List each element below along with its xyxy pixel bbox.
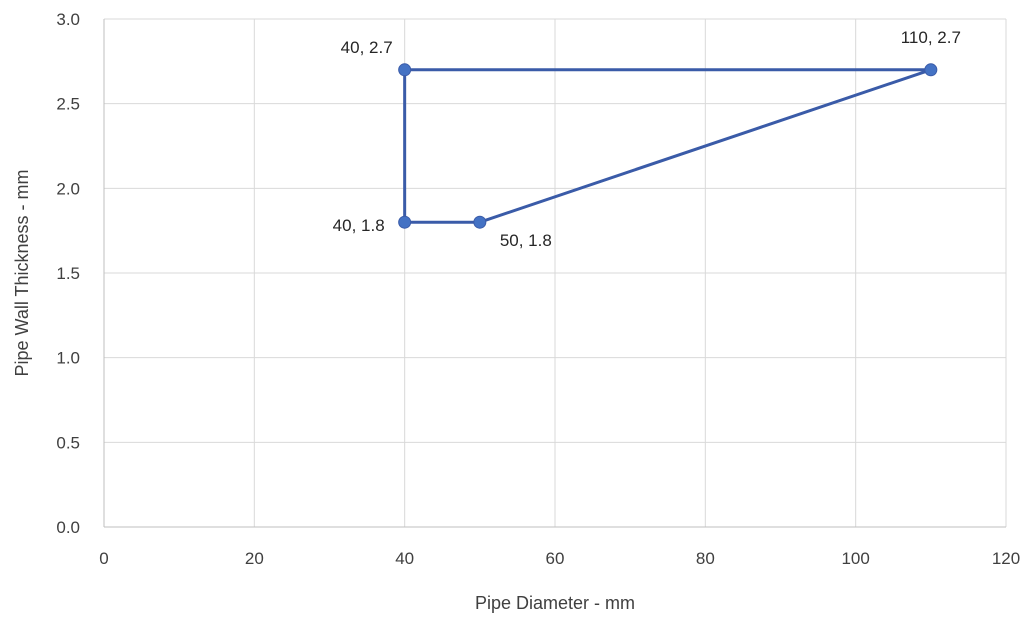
- x-tick-label: 20: [245, 549, 264, 568]
- y-tick-label: 1.0: [56, 349, 80, 368]
- y-tick-label: 0.5: [56, 433, 80, 452]
- data-label: 40, 2.7: [341, 38, 393, 57]
- x-tick-label: 100: [841, 549, 869, 568]
- series-line: [403, 68, 933, 224]
- x-axis-tick-labels: 0 20 40 60 80 100 120: [99, 549, 1020, 568]
- data-point: [473, 215, 487, 229]
- data-series: [403, 68, 933, 224]
- y-axis-tick-labels: 0.0 0.5 1.0 1.5 2.0 2.5 3.0: [56, 10, 80, 537]
- y-tick-label: 3.0: [56, 10, 80, 29]
- data-points: [398, 63, 938, 229]
- x-axis-title: Pipe Diameter - mm: [475, 593, 635, 613]
- data-label: 50, 1.8: [500, 231, 552, 250]
- y-tick-label: 0.0: [56, 518, 80, 537]
- data-point: [924, 63, 938, 77]
- x-tick-label: 120: [992, 549, 1020, 568]
- data-point: [398, 215, 412, 229]
- x-tick-label: 80: [696, 549, 715, 568]
- axes: [103, 19, 1006, 528]
- data-point: [398, 63, 412, 77]
- data-label: 40, 1.8: [333, 216, 385, 235]
- x-tick-label: 0: [99, 549, 108, 568]
- y-tick-label: 1.5: [56, 264, 80, 283]
- gridlines: [104, 18, 1007, 527]
- x-tick-label: 40: [395, 549, 414, 568]
- data-labels: 40, 1.8 40, 2.7 110, 2.7 50, 1.8: [333, 28, 961, 250]
- x-tick-label: 60: [546, 549, 565, 568]
- data-label: 110, 2.7: [901, 28, 961, 47]
- y-axis-title: Pipe Wall Thickness - mm: [12, 169, 32, 376]
- y-tick-label: 2.5: [56, 95, 80, 114]
- y-tick-label: 2.0: [56, 179, 80, 198]
